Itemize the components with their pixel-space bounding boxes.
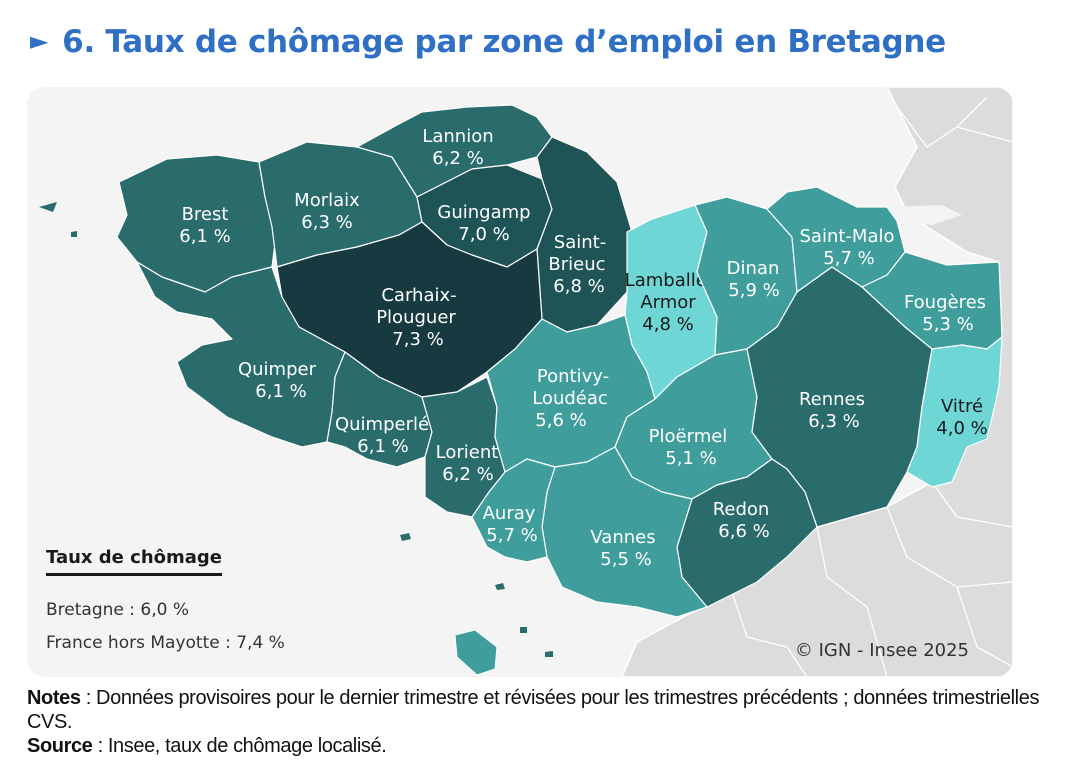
zone-label-saint-brieuc-1: Saint-: [554, 232, 606, 253]
zone-label-pontivy-1: Pontivy-: [537, 366, 609, 387]
zone-rate-fougeres: 5,3 %: [922, 314, 973, 335]
zone-label-vannes: Vannes: [590, 527, 655, 548]
legend-france: France hors Mayotte : 7,4 %: [46, 633, 285, 653]
zone-label-guingamp: Guingamp: [437, 202, 530, 223]
zone-rate-redon: 6,6 %: [718, 521, 769, 542]
zone-label-brest: Brest: [182, 204, 229, 225]
zone-pontivy-loudeac[interactable]: Pontivy- Loudéac 5,6 %: [486, 314, 656, 473]
zone-rate-vitre: 4,0 %: [936, 418, 987, 439]
title-arrow-icon: ►: [30, 27, 49, 55]
page-title: ► 6. Taux de chômage par zone d’emploi en…: [30, 24, 946, 60]
zone-rate-quimperle: 6,1 %: [357, 436, 408, 457]
island-belle-ile: [454, 629, 498, 676]
zone-vitre[interactable]: Vitré 4,0 %: [906, 336, 1003, 488]
zone-rate-dinan: 5,9 %: [728, 280, 779, 301]
zone-label-quimper: Quimper: [238, 359, 317, 380]
legend-bretagne: Bretagne : 6,0 %: [46, 600, 189, 620]
zone-rate-morlaix: 6,3 %: [301, 212, 352, 233]
copyright: © IGN - Insee 2025: [794, 640, 969, 661]
zone-label-carhaix-1: Carhaix-: [381, 285, 456, 306]
legend: Taux de chômage Bretagne : 6,0 % France …: [46, 547, 285, 653]
zone-rate-rennes: 6,3 %: [808, 411, 859, 432]
zone-label-morlaix: Morlaix: [294, 190, 360, 211]
zone-label-dinan: Dinan: [727, 258, 780, 279]
zone-label-quimperle: Quimperlé: [335, 414, 429, 435]
zone-quimperle[interactable]: Quimperlé 6,1 %: [326, 351, 433, 468]
notes-label: Notes: [27, 687, 81, 709]
zone-label-vitre: Vitré: [941, 396, 983, 417]
notes: Notes : Données provisoires pour le dern…: [27, 686, 1047, 758]
zone-auray[interactable]: Auray 5,7 %: [471, 458, 556, 563]
zone-brest[interactable]: Brest 6,1 %: [116, 154, 278, 293]
map-svg: Brest 6,1 % Morlaix 6,3 % Lannion 6,2 % …: [39, 87, 1013, 677]
notes-line: Notes : Données provisoires pour le dern…: [27, 686, 1047, 734]
zone-label-saint-brieuc-2: Brieuc: [548, 254, 605, 275]
source-label: Source: [27, 735, 93, 757]
zone-rate-quimper: 6,1 %: [255, 381, 306, 402]
zone-lamballe-armor[interactable]: Lamballe- Armor 4,8 %: [624, 204, 718, 400]
zone-quimper[interactable]: Quimper 6,1 %: [136, 261, 346, 448]
zone-rate-lamballe: 4,8 %: [642, 314, 693, 335]
zone-rate-saint-malo: 5,7 %: [823, 248, 874, 269]
zone-label-ploermel: Ploërmel: [649, 426, 728, 447]
zone-label-pontivy-2: Loudéac: [532, 388, 608, 409]
zone-label-lannion: Lannion: [422, 126, 493, 147]
source-text: : Insee, taux de chômage localisé.: [92, 735, 387, 757]
zone-label-saint-malo: Saint-Malo: [800, 226, 895, 247]
zone-dinan[interactable]: Dinan 5,9 %: [694, 196, 798, 356]
zone-rate-brest: 6,1 %: [179, 226, 230, 247]
zone-rennes[interactable]: Rennes 6,3 %: [746, 266, 933, 528]
zone-rate-vannes: 5,5 %: [600, 549, 651, 570]
zone-rate-lannion: 6,2 %: [432, 148, 483, 169]
map: Brest 6,1 % Morlaix 6,3 % Lannion 6,2 % …: [27, 87, 1013, 677]
zone-rate-guingamp: 7,0 %: [458, 224, 509, 245]
zone-label-lamballe-1: Lamballe-: [625, 270, 714, 291]
zone-rate-pontivy: 5,6 %: [535, 410, 586, 431]
notes-text: : Données provisoires pour le dernier tr…: [27, 687, 1040, 733]
source-line: Source : Insee, taux de chômage localisé…: [27, 734, 1047, 758]
zone-rate-lorient: 6,2 %: [442, 464, 493, 485]
zone-rate-ploermel: 5,1 %: [665, 448, 716, 469]
zone-lannion[interactable]: Lannion 6,2 %: [356, 104, 553, 198]
zone-label-redon: Redon: [713, 499, 770, 520]
zone-guingamp[interactable]: Guingamp 7,0 %: [416, 164, 553, 268]
zone-label-lamballe-2: Armor: [640, 292, 696, 313]
zone-ploermel[interactable]: Ploërmel 5,1 %: [614, 348, 773, 500]
zone-label-rennes: Rennes: [799, 389, 865, 410]
zone-rate-carhaix: 7,3 %: [392, 329, 443, 350]
legend-title: Taux de chômage: [46, 547, 223, 576]
zone-lorient[interactable]: Lorient 6,2 %: [421, 376, 506, 518]
zone-label-lorient: Lorient: [436, 442, 499, 463]
zone-saint-brieuc[interactable]: Saint- Brieuc 6,8 %: [536, 136, 633, 333]
title-text: 6. Taux de chômage par zone d’emploi en …: [62, 24, 946, 60]
zone-label-auray: Auray: [483, 503, 536, 524]
zone-rate-auray: 5,7 %: [486, 525, 537, 546]
zone-label-carhaix-2: Plouguer: [376, 307, 456, 328]
zone-label-fougeres: Fougères: [904, 292, 986, 313]
zone-fougeres[interactable]: Fougères 5,3 %: [861, 251, 1003, 350]
zone-rate-saint-brieuc: 6,8 %: [553, 276, 604, 297]
